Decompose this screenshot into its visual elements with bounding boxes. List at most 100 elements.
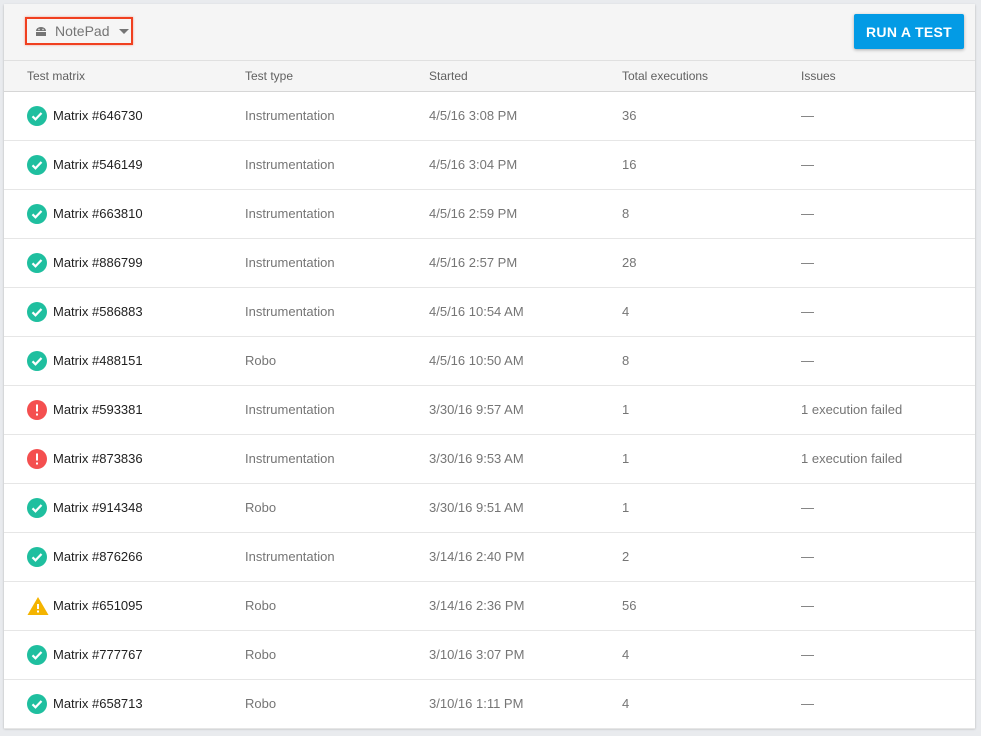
table-row[interactable]: Matrix #777767 Robo 3/10/16 3:07 PM 4 — [4, 631, 975, 680]
total-executions: 2 [622, 549, 630, 564]
issues: — [801, 304, 814, 319]
test-type: Robo [245, 647, 277, 662]
error-circle-icon [27, 449, 47, 469]
total-executions: 8 [622, 206, 630, 221]
started-time: 3/10/16 1:11 PM [429, 696, 524, 711]
table-row[interactable]: Matrix #546149 Instrumentation 4/5/16 3:… [4, 141, 975, 190]
matrix-name-link[interactable]: Matrix #546149 [53, 157, 143, 172]
total-executions: 4 [622, 696, 630, 711]
started-time: 3/30/16 9:57 AM [429, 402, 524, 417]
matrix-name-link[interactable]: Matrix #658713 [53, 696, 143, 711]
started-time: 3/10/16 3:07 PM [429, 647, 525, 662]
table-row[interactable]: Matrix #658713 Robo 3/10/16 1:11 PM 4 — [4, 680, 975, 729]
issues: — [801, 157, 814, 172]
test-type: Instrumentation [245, 304, 335, 319]
issues: — [801, 500, 814, 515]
started-time: 3/14/16 2:36 PM [429, 598, 525, 613]
test-type: Robo [245, 696, 277, 711]
table-row[interactable]: Matrix #488151 Robo 4/5/16 10:50 AM 8 — [4, 337, 975, 386]
run-a-test-button[interactable]: RUN A TEST [854, 14, 964, 49]
error-circle-icon [27, 400, 47, 420]
matrix-name-link[interactable]: Matrix #488151 [53, 353, 143, 368]
total-executions: 16 [622, 157, 637, 172]
issues: 1 execution failed [801, 402, 903, 417]
table-row[interactable]: Matrix #886799 Instrumentation 4/5/16 2:… [4, 239, 975, 288]
check-circle-icon [27, 106, 47, 126]
check-circle-icon [27, 253, 47, 273]
table-row[interactable]: Matrix #914348 Robo 3/30/16 9:51 AM 1 — [4, 484, 975, 533]
test-type: Instrumentation [245, 451, 335, 466]
matrix-name-link[interactable]: Matrix #593381 [53, 402, 143, 417]
test-type: Instrumentation [245, 402, 335, 417]
matrix-name-link[interactable]: Matrix #663810 [53, 206, 143, 221]
table-body: Matrix #646730 Instrumentation 4/5/16 3:… [4, 92, 975, 729]
column-header-test-matrix[interactable]: Test matrix [27, 69, 86, 83]
matrix-name-link[interactable]: Matrix #586883 [53, 304, 143, 319]
check-circle-icon [27, 155, 47, 175]
matrix-name-link[interactable]: Matrix #876266 [53, 549, 143, 564]
test-type: Instrumentation [245, 157, 335, 172]
started-time: 3/30/16 9:51 AM [429, 500, 524, 515]
issues: — [801, 647, 814, 662]
issues: — [801, 206, 814, 221]
matrix-name-link[interactable]: Matrix #886799 [53, 255, 143, 270]
android-icon [36, 27, 46, 36]
started-time: 4/5/16 3:04 PM [429, 157, 518, 172]
app-name: NotePad [55, 23, 110, 39]
started-time: 4/5/16 10:50 AM [429, 353, 524, 368]
issues: 1 execution failed [801, 451, 903, 466]
test-type: Instrumentation [245, 206, 335, 221]
table-header: Test matrix Test type Started Total exec… [4, 61, 975, 92]
issues: — [801, 549, 814, 564]
table-row[interactable]: Matrix #593381 Instrumentation 3/30/16 9… [4, 386, 975, 435]
total-executions: 1 [622, 402, 630, 417]
test-type: Robo [245, 353, 277, 368]
total-executions: 1 [622, 500, 630, 515]
check-circle-icon [27, 645, 47, 665]
issues: — [801, 108, 814, 123]
started-time: 4/5/16 10:54 AM [429, 304, 524, 319]
test-type: Instrumentation [245, 108, 335, 123]
check-circle-icon [27, 204, 47, 224]
table-row[interactable]: Matrix #646730 Instrumentation 4/5/16 3:… [4, 92, 975, 141]
matrix-name-link[interactable]: Matrix #914348 [53, 500, 143, 515]
test-type: Robo [245, 598, 277, 613]
chevron-down-icon [119, 28, 130, 34]
total-executions: 56 [622, 598, 637, 613]
started-time: 4/5/16 2:59 PM [429, 206, 518, 221]
column-header-issues[interactable]: Issues [801, 69, 836, 83]
issues: — [801, 598, 814, 613]
app-selector-dropdown[interactable]: NotePad [25, 17, 133, 45]
matrix-name-link[interactable]: Matrix #651095 [53, 598, 143, 613]
test-type: Instrumentation [245, 255, 335, 270]
matrix-name-link[interactable]: Matrix #646730 [53, 108, 143, 123]
column-header-total-executions[interactable]: Total executions [622, 69, 709, 83]
total-executions: 28 [622, 255, 637, 270]
column-header-started[interactable]: Started [429, 69, 468, 83]
table-row[interactable]: Matrix #651095 Robo 3/14/16 2:36 PM 56 — [4, 582, 975, 631]
check-circle-icon [27, 694, 47, 714]
table-row[interactable]: Matrix #663810 Instrumentation 4/5/16 2:… [4, 190, 975, 239]
check-circle-icon [27, 498, 47, 518]
matrix-name-link[interactable]: Matrix #873836 [53, 451, 143, 466]
warning-triangle-icon [27, 596, 49, 616]
total-executions: 4 [622, 647, 630, 662]
test-type: Instrumentation [245, 549, 335, 564]
issues: — [801, 255, 814, 270]
started-time: 4/5/16 3:08 PM [429, 108, 518, 123]
toolbar: NotePad RUN A TEST [4, 4, 975, 61]
table-row[interactable]: Matrix #873836 Instrumentation 3/30/16 9… [4, 435, 975, 484]
column-header-test-type[interactable]: Test type [245, 69, 294, 83]
table-row[interactable]: Matrix #586883 Instrumentation 4/5/16 10… [4, 288, 975, 337]
total-executions: 4 [622, 304, 630, 319]
started-time: 4/5/16 2:57 PM [429, 255, 518, 270]
issues: — [801, 696, 814, 711]
total-executions: 8 [622, 353, 630, 368]
matrix-name-link[interactable]: Matrix #777767 [53, 647, 143, 662]
started-time: 3/14/16 2:40 PM [429, 549, 525, 564]
check-circle-icon [27, 351, 47, 371]
total-executions: 36 [622, 108, 637, 123]
issues: — [801, 353, 814, 368]
table-row[interactable]: Matrix #876266 Instrumentation 3/14/16 2… [4, 533, 975, 582]
test-matrix-card: NotePad RUN A TEST Test matrix Test type… [4, 4, 975, 729]
